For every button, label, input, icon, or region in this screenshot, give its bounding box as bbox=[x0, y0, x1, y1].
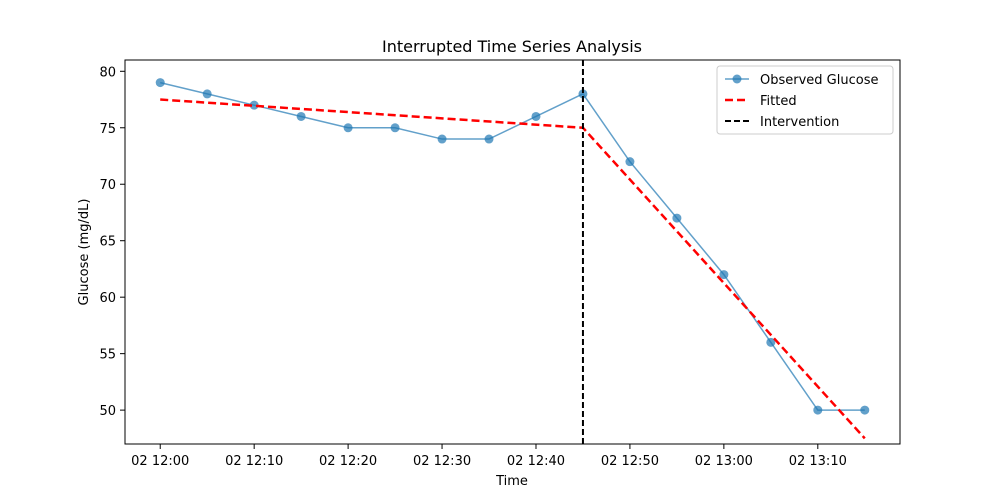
legend-intervention-label: Intervention bbox=[760, 115, 839, 130]
observed-glucose-point bbox=[390, 123, 400, 133]
y-axis-ticks: 50 55 60 65 70 75 80 bbox=[99, 65, 125, 419]
observed-glucose-point bbox=[437, 134, 447, 144]
observed-glucose-point bbox=[249, 100, 259, 110]
observed-glucose-point bbox=[296, 111, 306, 121]
y-tick-label: 55 bbox=[99, 348, 116, 363]
y-tick-label: 80 bbox=[99, 65, 116, 80]
legend: Observed Glucose Fitted Intervention bbox=[716, 65, 894, 135]
series-layer bbox=[155, 60, 870, 444]
plot-frame bbox=[124, 59, 901, 445]
y-tick-label: 50 bbox=[99, 404, 116, 419]
chart-title: Interrupted Time Series Analysis bbox=[382, 37, 642, 56]
x-axis-title: Time bbox=[495, 474, 528, 489]
x-tick-label: 02 13:00 bbox=[695, 454, 753, 469]
y-tick-label: 60 bbox=[99, 291, 116, 306]
y-tick-label: 70 bbox=[99, 178, 116, 193]
observed-glucose-point bbox=[719, 270, 729, 280]
observed-glucose-point bbox=[813, 405, 823, 415]
x-tick-label: 02 12:00 bbox=[131, 454, 189, 469]
observed-glucose-point bbox=[343, 123, 353, 133]
legend-fitted-label: Fitted bbox=[760, 94, 797, 109]
x-tick-label: 02 12:20 bbox=[319, 454, 377, 469]
observed-glucose-point bbox=[672, 213, 682, 223]
y-tick-label: 75 bbox=[99, 122, 116, 137]
legend-box bbox=[716, 65, 894, 135]
legend-observed-label: Observed Glucose bbox=[760, 73, 878, 88]
x-axis-ticks: 02 12:00 02 12:10 02 12:20 02 12:30 02 12:40… bbox=[131, 444, 847, 469]
x-tick-label: 02 12:40 bbox=[507, 454, 565, 469]
observed-glucose-point bbox=[531, 111, 541, 121]
x-tick-label: 02 13:10 bbox=[789, 454, 847, 469]
observed-glucose-point bbox=[202, 89, 212, 99]
observed-glucose-point bbox=[860, 405, 870, 415]
y-tick-label: 65 bbox=[99, 235, 116, 250]
x-tick-label: 02 12:10 bbox=[225, 454, 283, 469]
legend-observed-marker bbox=[732, 74, 742, 84]
observed-glucose-point bbox=[578, 89, 588, 99]
observed-glucose-point bbox=[766, 337, 776, 347]
y-axis-title: Glucose (mg/dL) bbox=[77, 199, 92, 306]
observed-glucose-point bbox=[625, 157, 635, 167]
x-tick-label: 02 12:50 bbox=[601, 454, 659, 469]
x-tick-label: 02 12:30 bbox=[413, 454, 471, 469]
observed-glucose-point bbox=[155, 78, 165, 88]
observed-glucose-point bbox=[484, 134, 494, 144]
